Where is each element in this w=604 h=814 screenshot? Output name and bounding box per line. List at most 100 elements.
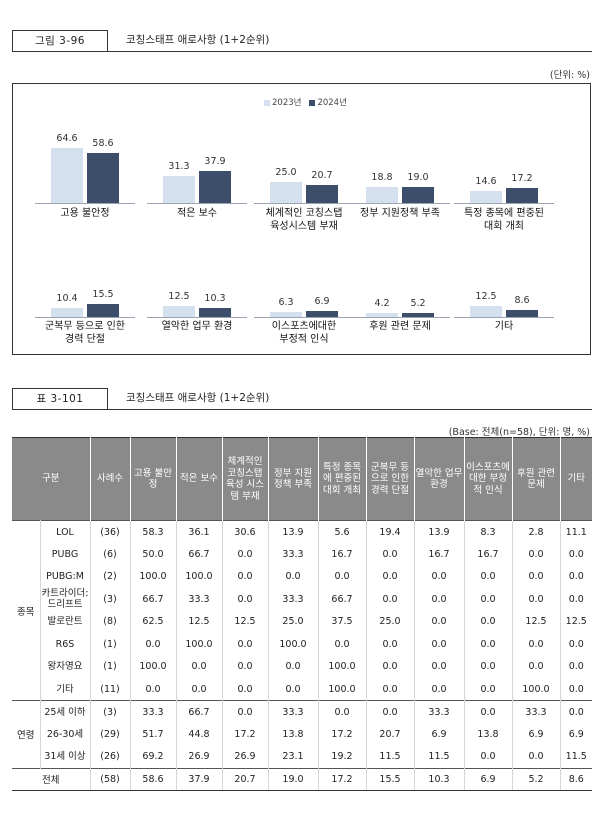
bar-value-label: 6.3 [278,296,294,308]
value-cell: 37.9 [176,767,223,791]
value-cell: 11.5 [565,751,587,762]
value-cell: 0.0 [366,588,415,611]
value-cell: 0.0 [268,655,319,678]
table-header-row: 구분 사례수 고용 불안정 적은 보수 체계적인 코칭스탭 육성 시스템 부재 … [12,437,592,521]
value-cell: 17.2 [222,723,269,746]
bar-value-label: 14.6 [475,175,497,187]
value-cell: 0.0 [464,655,513,678]
value-cell: 100.0 [130,565,177,588]
value-cell: 16.7 [464,543,513,566]
value-cell: 17.2 [318,723,367,746]
sample-size-cell: (26) [90,745,131,768]
table-row: 연령 25세 이하 (3) 33.3 66.7 0.0 33.3 0.0 0.0 33.3 0.0 3… [12,700,592,768]
value-cell: 0.0 [560,700,592,723]
bar-value-label: 8.6 [514,294,530,306]
value-cell: 0.0 [366,543,415,566]
bar-baseline [350,317,450,318]
bar-value-label: 10.4 [56,293,78,305]
value-cell: 0.0 [568,571,584,583]
category-label-line: 경력 단절 [65,334,105,345]
value-cell: 0.0 [568,683,584,695]
category-label-line: 대회 개최 [484,221,524,232]
value-cell: 0.0 [268,565,319,588]
category-label-line: 특정 종목에 편중된 [464,208,544,219]
category-label-line: 군복무 등으로 인한 [45,321,125,332]
value-cell: 33.3 [268,700,319,723]
value-cell: 8.6 [560,767,592,791]
legend-swatch-2024 [309,99,316,106]
category-label-line: 적은 보수 [177,208,217,219]
bar-2023 [366,313,398,317]
category-label-line: 체계적인 코칭스탭 [265,208,343,219]
value-cell: 33.3 [268,588,319,611]
bar-value-label: 25.0 [275,166,297,178]
bar-2023 [163,306,195,317]
sample-size-cell: (36) [90,520,131,543]
category-label: 고용 불안정 [27,207,143,220]
bar-baseline [254,317,354,318]
category-label-line: 열악한 업무 환경 [161,321,233,332]
row-label-cell: PUBG:M [40,565,91,588]
header-cell: 적은 보수 [176,437,223,521]
row-label-cell: 왕자영요 [40,655,91,678]
row-label-cell: 카트라이더: 드리프트 [40,588,91,611]
header-cell: 이스포츠에 대한 부정적 인식 [464,437,513,521]
value-cell: 0.0 [130,678,177,701]
row-label-cell: 31세 이상 [40,745,91,768]
bar-baseline [35,317,135,318]
value-cell: 26.9 [222,745,269,768]
legend-label-2023: 2023년 [272,98,302,108]
bar-baseline [147,203,247,204]
header-cell: 군복무 등으로 인한 경력 단절 [366,437,415,521]
value-cell: 51.7 [130,723,177,746]
table-row: PUBG (6) 50.0 66.7 0.0 33.3 16.7 0.0 16.7 16.7 0.0… [12,543,592,566]
sample-size-cell: (11) [90,678,131,701]
value-cell: 66.7 [318,588,367,611]
value-cell: 0.0 [512,745,561,768]
table-row: 31세 이상 (26) 69.2 26.9 26.9 23.1 19.2 11.5 11.5 0.… [12,745,592,768]
category-label-line: 고용 불안정 [60,208,110,219]
bar-2024 [87,303,119,317]
value-cell: 13.9 [414,520,465,543]
table-total-row: 전체 (58) 58.6 37.9 20.7 19.0 17.2 15.5 10.3 6.9 5.2… [12,767,592,791]
category-label-line: 정부 지원정책 부족 [360,208,440,219]
bar-value-label: 4.2 [374,298,390,310]
value-cell: 0.0 [318,700,367,723]
value-cell: 11.5 [366,745,415,768]
value-cell: 0.0 [568,661,584,673]
value-cell: 13.8 [464,723,513,746]
table-base-note: (Base: 전체(n=58), 단위: 명, %) [448,427,590,438]
bar-value-label: 12.5 [475,291,497,303]
value-cell: 12.5 [176,610,223,633]
group-label-cell: 연령 [12,700,41,768]
value-cell: 0.0 [268,678,319,701]
row-label-cell: PUBG [40,543,91,566]
chart-legend: 2023년 2024년 [264,96,347,108]
value-cell: 8.3 [464,520,513,543]
bar-value-label: 10.3 [204,293,226,305]
value-cell: 58.3 [130,520,177,543]
figure-caption: 그림 3-96 코칭스태프 애로사항 (1+2순위) [12,30,592,52]
bar-value-label: 15.5 [92,288,114,300]
value-cell: 0.0 [512,655,561,678]
sample-size-cell: (3) [90,700,131,723]
value-cell: 0.0 [464,700,513,723]
bar-value-label: 64.6 [56,133,78,145]
bar-baseline [254,203,354,204]
bar-baseline [147,317,247,318]
value-cell: 12.5 [512,610,561,633]
value-cell: 0.0 [176,678,223,701]
header-cell: 정부 지원 정책 부족 [268,437,319,521]
value-cell: 6.9 [568,728,584,740]
value-cell: 33.3 [130,700,177,723]
value-cell: 30.6 [222,520,269,543]
value-cell: 0.0 [464,610,513,633]
bar-value-label: 6.9 [314,296,330,308]
value-cell: 6.9 [414,723,465,746]
table-row: 발로란트 (8) 62.5 12.5 12.5 25.0 37.5 25.0 0.0 0.0 12.… [12,610,592,633]
value-cell: 37.5 [318,610,367,633]
value-cell: 0.0 [512,543,561,566]
value-cell: 0.0 [414,633,465,656]
value-cell: 66.7 [176,543,223,566]
value-cell: 13.9 [268,520,319,543]
